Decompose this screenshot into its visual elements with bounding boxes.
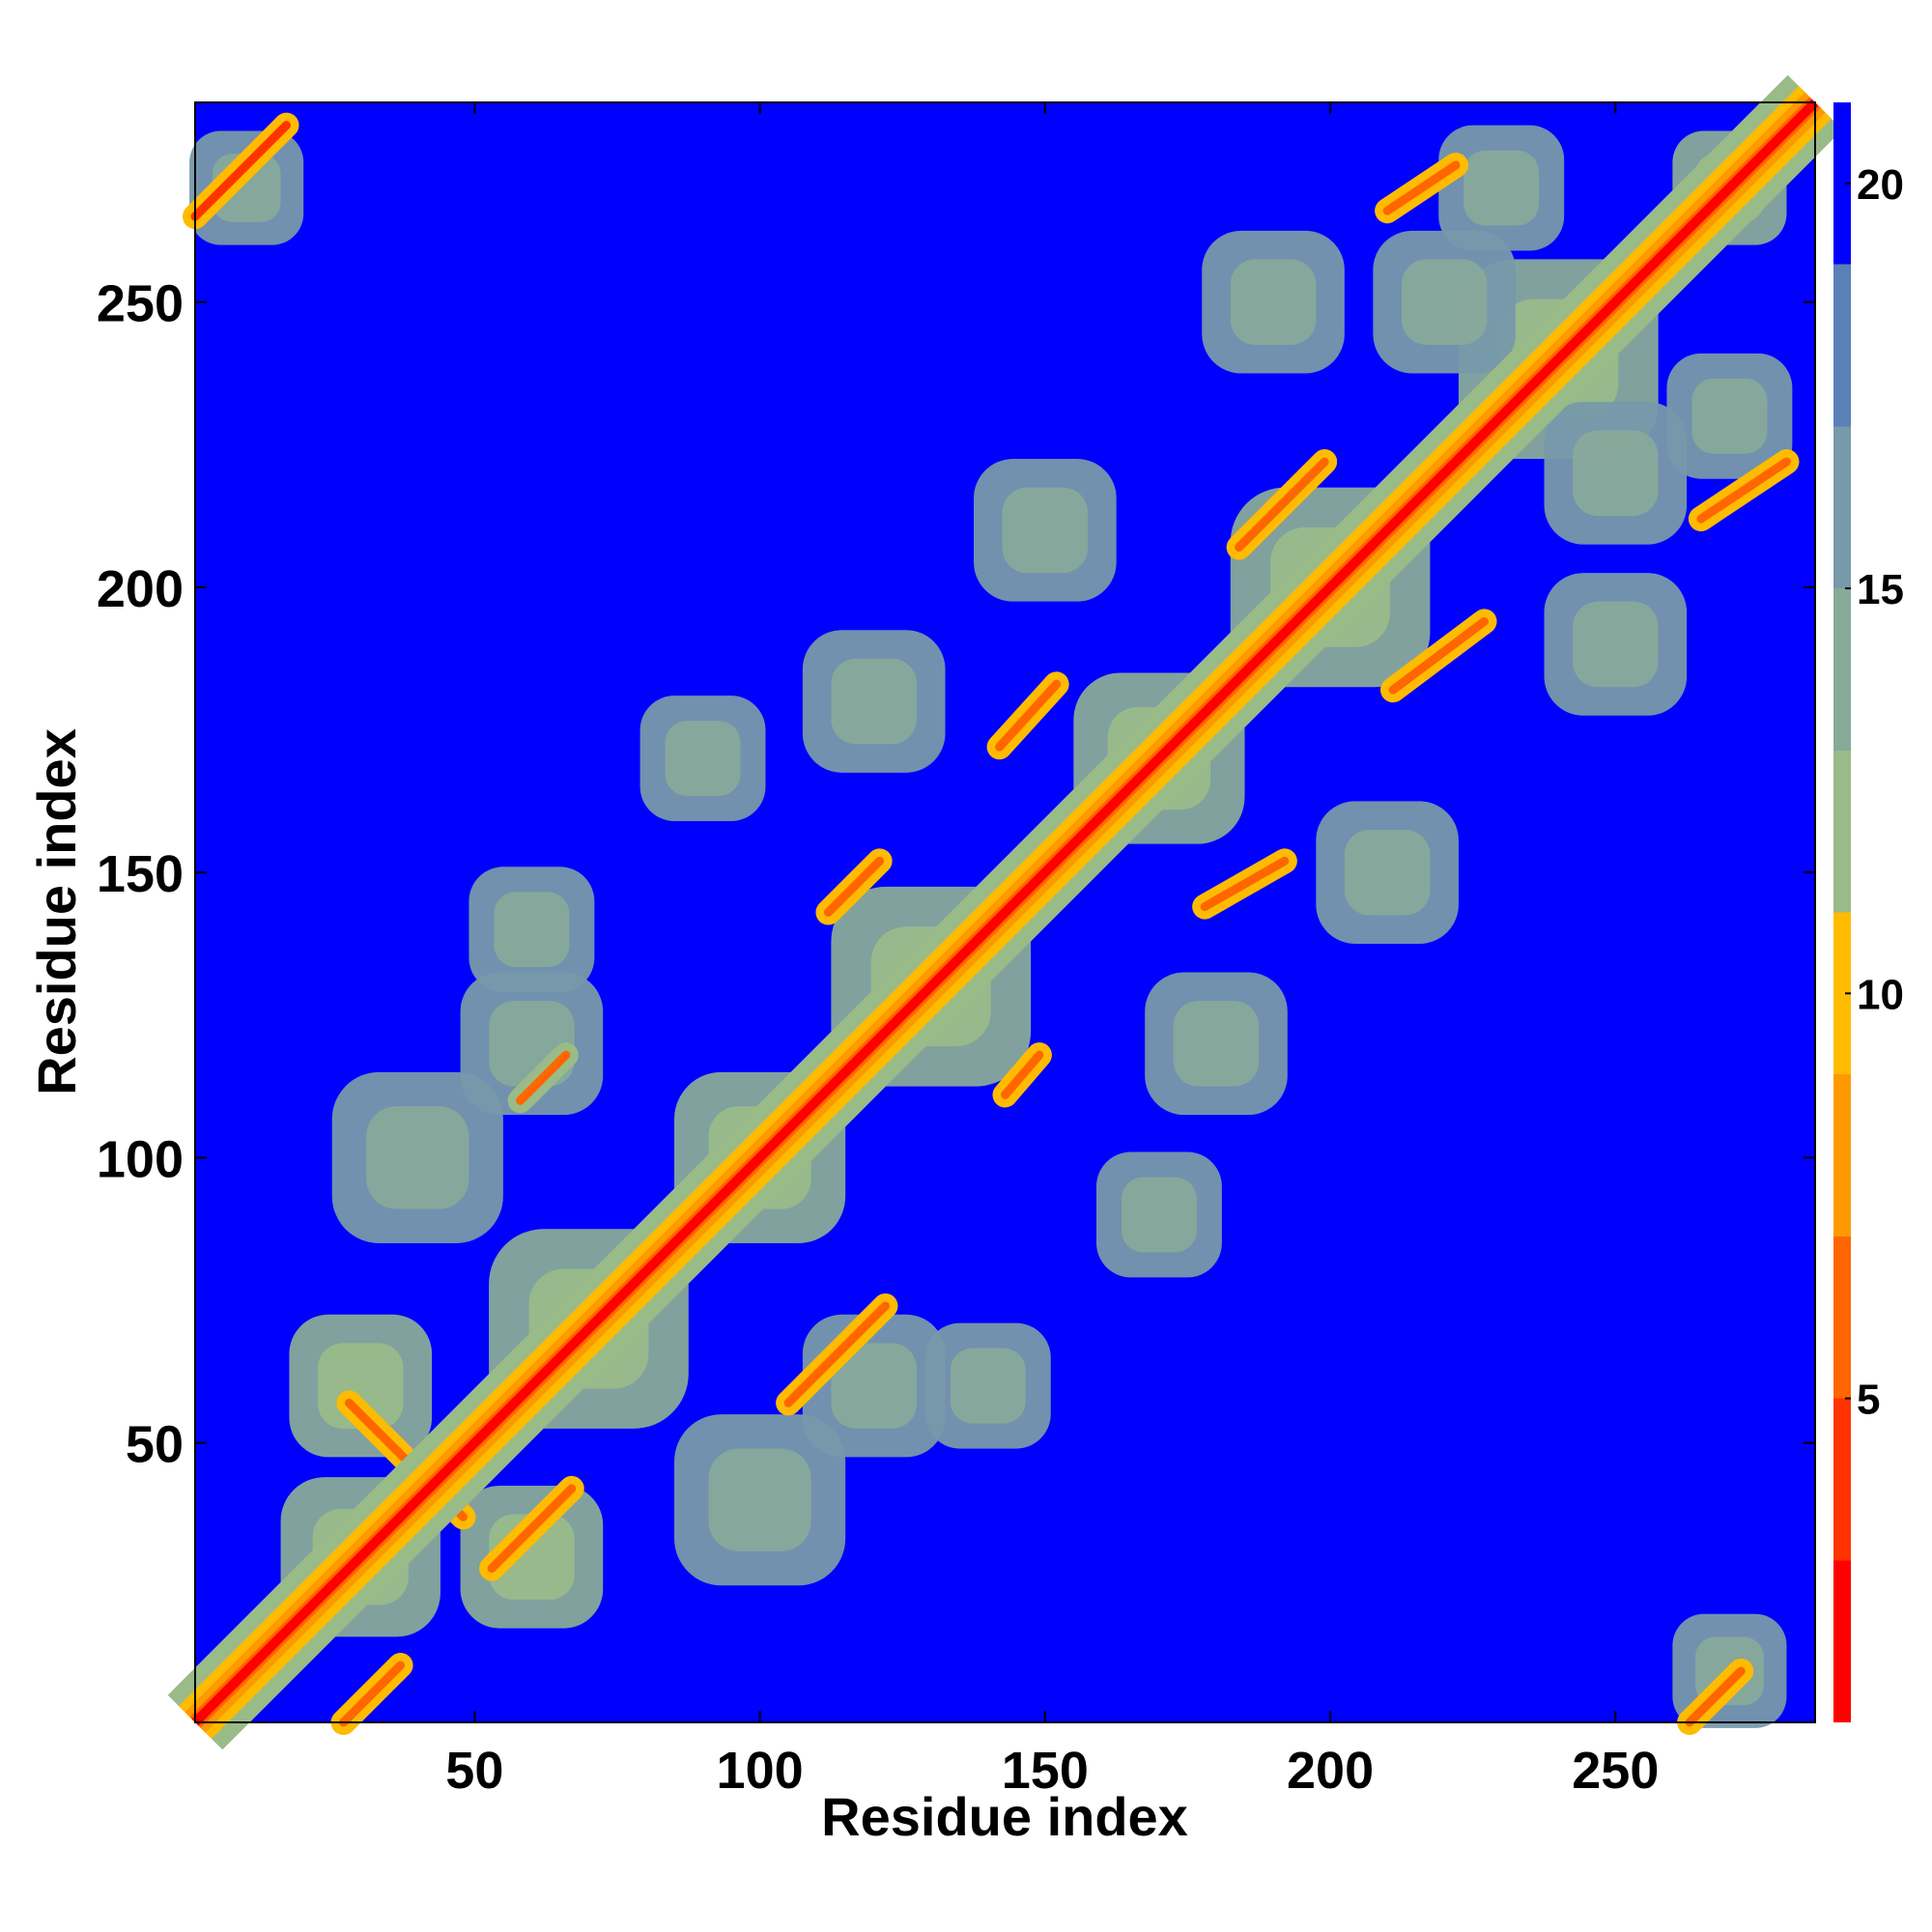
secondary-contact: [190, 121, 291, 221]
contact-cluster-core: [1691, 378, 1768, 454]
heatmap-plot-area: [167, 74, 1843, 1750]
secondary-contact: [339, 1661, 406, 1727]
colorbar-tick-label: 15: [1857, 566, 1904, 613]
colorbar-tick-label: 20: [1857, 161, 1904, 209]
plot-frame: [194, 101, 1816, 1723]
x-tick-label: 200: [1287, 1742, 1374, 1800]
secondary-contact: [1382, 160, 1461, 215]
contact-cluster-core: [1230, 259, 1317, 345]
secondary-contact: [1200, 856, 1290, 912]
secondary-contact: [516, 1050, 571, 1105]
contact-cluster-core: [831, 1343, 917, 1429]
x-tick-label: 250: [1572, 1742, 1659, 1800]
x-axis: 50 100 150 200 250: [445, 102, 1659, 1800]
secondary-contact: [1001, 1050, 1044, 1099]
secondary-contact: [823, 856, 885, 917]
secondary-contact: [1388, 616, 1490, 695]
y-tick-label: 150: [97, 845, 184, 903]
secondary-contacts: [183, 112, 1800, 1735]
contact-cluster-core: [1401, 259, 1488, 345]
y-tick-label: 50: [126, 1416, 184, 1474]
contact-cluster-core: [1573, 601, 1659, 688]
contact-cluster-core: [950, 1348, 1026, 1424]
contact-cluster-core: [1463, 150, 1540, 226]
colorbar: 5 10 15 20: [1833, 102, 1904, 1722]
diagonal-line: [191, 99, 1819, 1726]
contact-cluster-core: [494, 892, 570, 968]
colorbar-ticks: 5 10 15 20: [1845, 161, 1904, 1424]
x-tick-label: 100: [717, 1742, 804, 1800]
contact-cluster-core: [831, 658, 917, 745]
contact-cluster-core: [708, 1448, 811, 1551]
contact-cluster-core: [1121, 1177, 1197, 1253]
x-axis-title: Residue index: [821, 1786, 1188, 1847]
secondary-contact: [487, 1484, 577, 1574]
colorbar-gradient: [1833, 102, 1851, 1722]
y-tick-label: 250: [97, 275, 184, 333]
x-tick-label: 50: [445, 1742, 503, 1800]
contact-cluster-core: [1344, 829, 1431, 916]
x-tick-label: 150: [1002, 1742, 1089, 1800]
contact-cluster-core: [366, 1106, 469, 1209]
secondary-contact: [1696, 457, 1791, 524]
diagonal-band: [167, 74, 1843, 1750]
y-axis-title: Residue index: [26, 728, 87, 1095]
contact-cluster-core: [1573, 430, 1659, 517]
secondary-contact: [1685, 1666, 1746, 1727]
colorbar-tick-label: 10: [1857, 971, 1904, 1018]
contact-cluster-core: [1173, 1001, 1260, 1087]
y-tick-label: 100: [97, 1130, 184, 1188]
contact-cluster-core: [665, 721, 741, 797]
secondary-contact: [995, 679, 1062, 752]
secondary-contact: [783, 1301, 890, 1407]
secondary-contact: [1235, 457, 1329, 553]
colorbar-tick-label: 5: [1857, 1377, 1880, 1424]
y-tick-label: 200: [97, 560, 184, 618]
contact-cluster-core: [1002, 487, 1089, 574]
y-axis: 50 100 150 200 250: [97, 275, 1815, 1474]
